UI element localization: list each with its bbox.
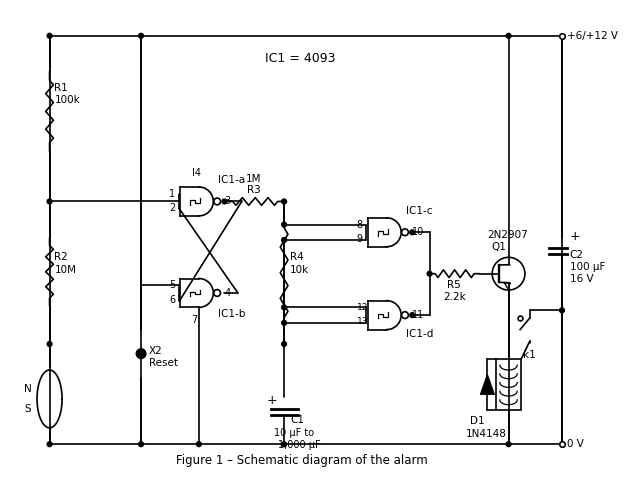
Text: +: + — [570, 229, 581, 243]
Text: 100 μF: 100 μF — [570, 262, 605, 272]
Text: 13: 13 — [357, 318, 368, 326]
Text: S: S — [24, 403, 31, 413]
Text: R3: R3 — [247, 185, 261, 195]
Polygon shape — [481, 375, 494, 394]
Circle shape — [47, 34, 52, 38]
Text: 16 V: 16 V — [570, 274, 593, 284]
Circle shape — [47, 199, 52, 204]
Text: Figure 1 – Schematic diagram of the alarm: Figure 1 – Schematic diagram of the alar… — [176, 454, 428, 467]
Circle shape — [47, 342, 52, 346]
Text: 1: 1 — [169, 189, 175, 199]
Text: 10 μF to: 10 μF to — [274, 428, 314, 438]
Text: R4: R4 — [290, 252, 304, 262]
Circle shape — [282, 305, 286, 310]
Text: I4: I4 — [192, 168, 201, 178]
Circle shape — [282, 442, 286, 446]
Text: 3: 3 — [224, 196, 231, 206]
Circle shape — [136, 349, 146, 358]
Circle shape — [139, 34, 144, 38]
Text: +6/+12 V: +6/+12 V — [567, 31, 618, 41]
Bar — [496, 359, 521, 410]
Circle shape — [506, 34, 511, 38]
Text: IC1-b: IC1-b — [218, 309, 246, 319]
Text: 6: 6 — [169, 295, 175, 305]
Text: IC1 = 4093: IC1 = 4093 — [265, 52, 335, 66]
Circle shape — [506, 442, 511, 446]
Circle shape — [282, 320, 286, 325]
Text: +: + — [267, 394, 278, 407]
Text: D1: D1 — [470, 416, 484, 426]
Text: IC1-c: IC1-c — [406, 206, 432, 216]
Text: k1: k1 — [523, 350, 536, 360]
Text: 10M: 10M — [54, 265, 76, 275]
Text: 8: 8 — [357, 219, 363, 229]
Text: R1: R1 — [54, 83, 68, 93]
Text: Reset: Reset — [149, 358, 178, 368]
Text: 4: 4 — [224, 288, 231, 298]
Circle shape — [222, 199, 227, 204]
Circle shape — [559, 308, 564, 313]
Text: IC1-d: IC1-d — [406, 330, 433, 340]
Text: 5: 5 — [169, 280, 175, 290]
Circle shape — [410, 313, 414, 318]
Text: 12: 12 — [357, 303, 368, 312]
Text: 2: 2 — [169, 203, 175, 213]
Circle shape — [282, 222, 286, 227]
Text: X2: X2 — [149, 346, 162, 356]
Text: IC1-a: IC1-a — [218, 175, 245, 185]
Text: 1,000 μF: 1,000 μF — [278, 440, 321, 450]
Circle shape — [282, 199, 286, 204]
Text: Q1: Q1 — [491, 242, 506, 252]
Text: 7: 7 — [191, 315, 197, 325]
Text: 0 V: 0 V — [567, 439, 584, 449]
Text: 11: 11 — [412, 310, 424, 320]
Text: 1N4148: 1N4148 — [466, 429, 507, 439]
Text: 2N2907: 2N2907 — [488, 230, 528, 240]
Circle shape — [196, 442, 201, 446]
Text: 2.2k: 2.2k — [442, 292, 466, 302]
Text: 10k: 10k — [290, 265, 309, 275]
Circle shape — [410, 230, 414, 235]
Text: C1: C1 — [290, 415, 304, 425]
Text: C2: C2 — [570, 251, 584, 261]
Circle shape — [427, 271, 432, 276]
Text: R2: R2 — [54, 252, 68, 262]
Text: N: N — [24, 384, 31, 394]
Circle shape — [282, 238, 286, 242]
Circle shape — [282, 342, 286, 346]
Text: 9: 9 — [357, 234, 363, 244]
Circle shape — [139, 442, 144, 446]
Text: 1M: 1M — [246, 174, 261, 184]
Circle shape — [47, 442, 52, 446]
Text: R5: R5 — [448, 280, 461, 290]
Text: 10: 10 — [412, 227, 424, 237]
Text: 100k: 100k — [54, 95, 80, 105]
